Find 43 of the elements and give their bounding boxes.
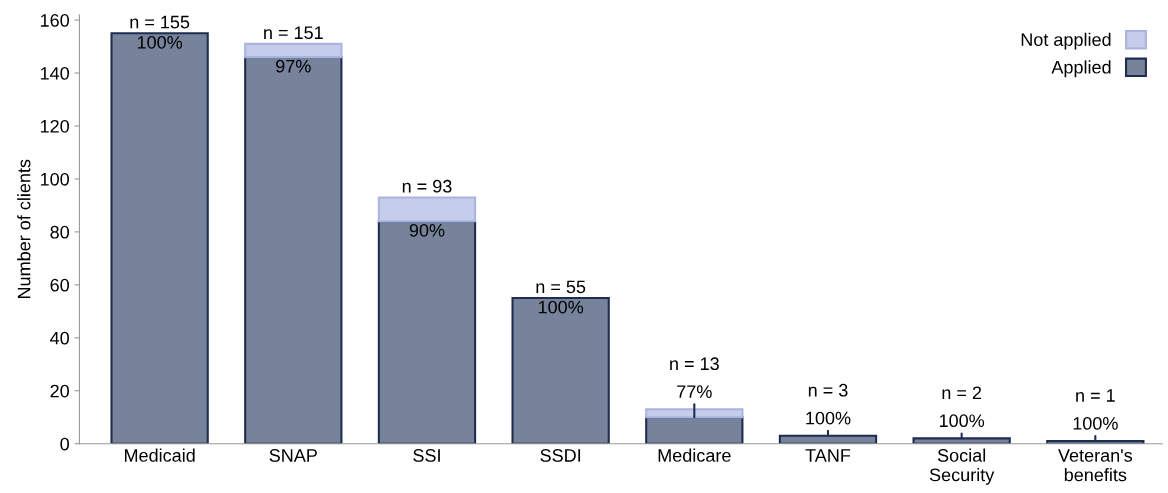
total-label: n = 55 [536,280,586,294]
x-tick-label: Medicaid [124,448,195,462]
annotation: 100% [1073,416,1118,430]
y-axis-title: Number of clients [17,159,31,298]
x-tick-label: Veteran's benefits [1058,449,1133,482]
x-tick-label: Medicare [658,448,731,462]
bar [377,220,477,444]
total-label: n = 151 [264,26,323,40]
x-tick-label: SSDI [540,449,581,462]
y-tick-label: 60 [50,278,69,292]
annotation: 97% [276,59,311,73]
annotation: 90% [409,223,445,237]
y-tick-label: 120 [40,119,69,133]
x-tick-label: SSI [413,449,440,462]
bar [645,408,744,419]
y-tick-label: 0 [60,437,69,451]
total-label: n = 3 [808,383,848,397]
y-tick-label: 140 [40,66,69,80]
annotation: 100% [137,35,183,49]
annotation: 100% [538,300,584,314]
annotation: 100% [939,414,985,428]
y-tick-label: 20 [50,384,69,398]
x-tick-label: TANF [805,449,851,462]
y-tick-label: 100 [40,172,69,186]
bar [110,32,209,444]
legend-label: Applied [1051,60,1111,78]
y-tick-label: 160 [40,14,69,27]
legend-label: Not applied [1021,32,1111,50]
y-tick-label: 80 [50,225,69,239]
annotation: 100% [806,411,851,425]
x-tick-label: Social Security [929,448,995,485]
total-label: n = 93 [402,179,452,193]
total-label: n = 1 [1076,389,1115,402]
bar [244,42,343,59]
total-label: n = 155 [130,15,190,29]
x-tick-label: SNAP [269,449,317,462]
bar [511,297,610,444]
total-label: n = 13 [670,357,719,371]
y-tick-label: 40 [50,331,69,345]
bar [244,56,343,444]
total-label: n = 2 [942,386,982,400]
bar [377,196,477,223]
annotation: 77% [677,385,712,398]
